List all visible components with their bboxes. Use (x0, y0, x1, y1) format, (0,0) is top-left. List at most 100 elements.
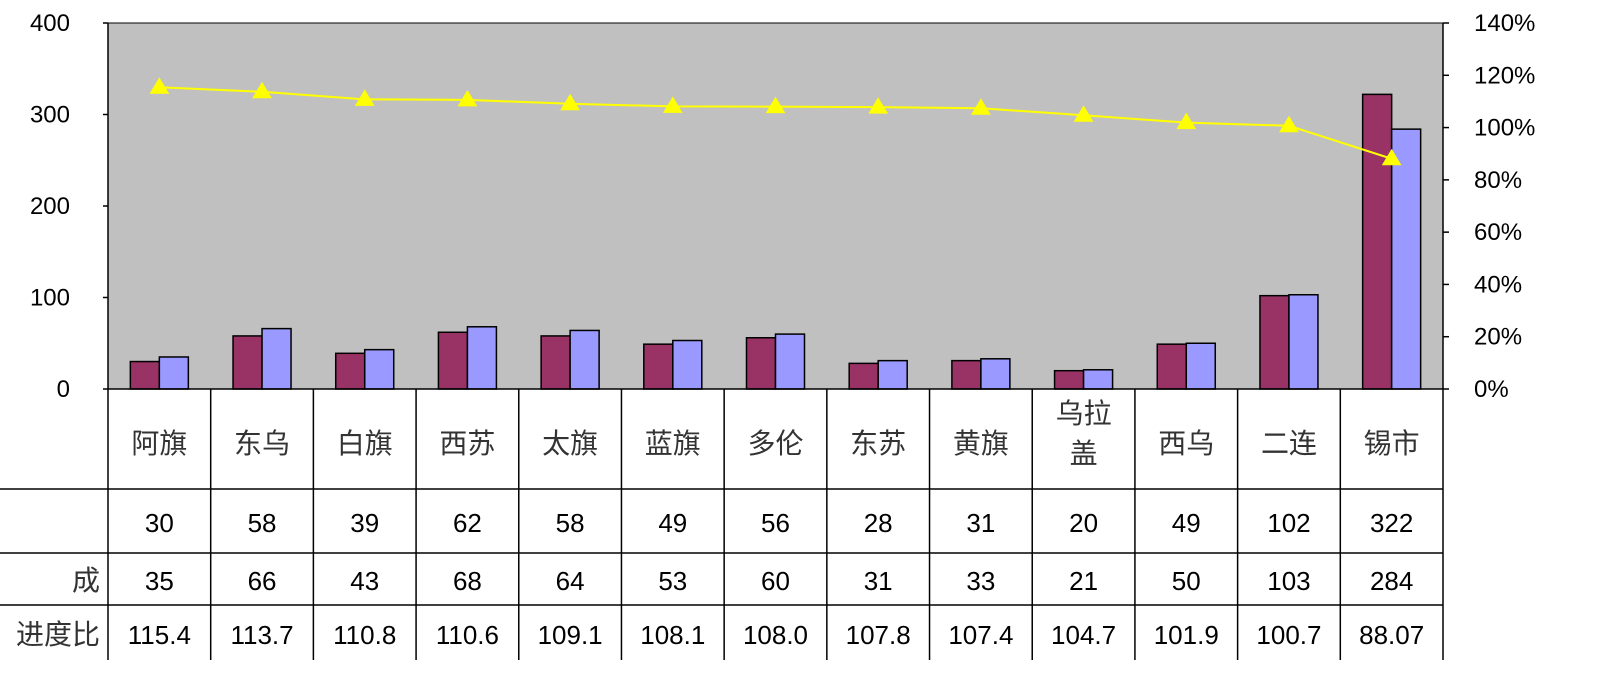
left-tick-label: 0 (57, 376, 70, 403)
bar-series1-2 (232, 335, 263, 390)
right-tick-label: 0% (1474, 376, 1509, 403)
table-cell: 88.07 (1359, 620, 1424, 650)
category-label: 西乌 (1158, 427, 1214, 460)
table-cell: 109.1 (538, 620, 603, 650)
category-label-line: 盖 (1070, 437, 1098, 470)
table-cell: 108.1 (640, 620, 705, 650)
bar-series2-6 (672, 339, 703, 390)
table-cell: 53 (658, 566, 687, 596)
right-tick-label: 100% (1474, 115, 1535, 142)
table-cell: 322 (1370, 508, 1413, 538)
data-table-group: 阿旗 东乌 白旗 西苏 太旗 蓝旗 多伦 东苏 黄旗 乌拉盖 西乌 二连 锡市 30 58 39 62 58 49 5… (0, 388, 1444, 660)
progress-marker-2 (252, 81, 272, 99)
table-cell: 101.9 (1154, 620, 1219, 650)
bar-series1-12 (1259, 294, 1290, 390)
bar-series2-7 (774, 333, 806, 390)
table-cell: 58 (248, 508, 277, 538)
bar-series2-9 (980, 358, 1011, 390)
progress-line-group (149, 77, 1402, 166)
table-cell: 43 (350, 566, 379, 596)
category-label: 锡市 (1364, 427, 1420, 460)
bar-series1-1 (129, 360, 161, 390)
progress-marker-3 (354, 89, 375, 106)
table-cell: 107.4 (948, 620, 1013, 650)
progress-marker-10 (1073, 105, 1094, 122)
row-label: 成 (72, 564, 100, 597)
table-cell: 39 (350, 508, 379, 538)
bar-series1-11 (1156, 343, 1188, 390)
table-cell: 49 (1172, 508, 1201, 538)
progress-marker-13 (1381, 148, 1402, 166)
table-cell: 56 (761, 508, 790, 538)
table-cell: 108.0 (743, 620, 808, 650)
bar-series1-13 (1361, 93, 1393, 390)
table-cell: 60 (761, 566, 790, 596)
left-tick-label: 300 (30, 102, 70, 129)
table-cell: 68 (453, 566, 482, 596)
table-cell: 21 (1069, 566, 1098, 596)
bar-series1-8 (848, 362, 879, 390)
axes-group: 0 100 200 300 400 0% 20% 40% 60% 80% 100% 120% 140% (30, 10, 1535, 403)
left-tick-label: 100 (30, 285, 70, 312)
category-label: 多伦 (747, 427, 803, 460)
progress-marker-5 (560, 93, 580, 111)
left-tick-label: 400 (30, 10, 70, 37)
table-cell: 115.4 (128, 620, 191, 650)
bars-group (129, 93, 1422, 390)
table-cell: 58 (556, 508, 585, 538)
bar-series1-3 (334, 352, 366, 390)
table-cell: 102 (1267, 508, 1310, 538)
bar-series1-4 (437, 331, 469, 390)
right-tick-label: 80% (1474, 167, 1522, 194)
bar-series1-10 (1053, 369, 1085, 390)
bar-series2-2 (261, 327, 292, 390)
table-cell: 33 (966, 566, 995, 596)
table-cell: 62 (453, 508, 482, 538)
category-label: 黄旗 (953, 427, 1009, 460)
table-cell: 110.6 (436, 620, 499, 650)
table-cell: 20 (1069, 508, 1098, 538)
progress-marker-11 (1176, 112, 1197, 130)
bar-series1-6 (643, 343, 674, 390)
category-label-line: 乌拉 (1056, 397, 1112, 430)
table-cell: 100.7 (1256, 620, 1321, 650)
progress-marker-4 (457, 89, 478, 107)
table-cell: 50 (1172, 566, 1201, 596)
progress-marker-7 (765, 96, 786, 114)
table-cell: 284 (1370, 566, 1413, 596)
progress-marker-6 (662, 96, 683, 113)
bar-series2-13 (1390, 128, 1422, 390)
category-label: 太旗 (542, 427, 598, 460)
table-cell: 107.8 (846, 620, 911, 650)
category-label: 西苏 (439, 427, 495, 460)
table-cell: 31 (966, 508, 995, 538)
progress-marker-12 (1279, 115, 1299, 133)
bar-series2-10 (1082, 369, 1114, 390)
right-tick-label: 20% (1474, 324, 1522, 351)
table-cell: 110.8 (333, 620, 396, 650)
progress-marker-9 (971, 98, 991, 115)
progress-marker-8 (868, 97, 889, 114)
row-label: 进度比 (16, 618, 100, 651)
category-label: 东乌 (234, 427, 290, 460)
category-label: 二连 (1261, 427, 1317, 460)
bar-series2-8 (877, 359, 908, 390)
bar-series2-3 (363, 348, 395, 390)
left-tick-label: 200 (30, 193, 70, 220)
table-cell: 66 (248, 566, 277, 596)
table-cell: 35 (145, 566, 174, 596)
bar-series1-5 (540, 335, 571, 390)
table-cell: 30 (145, 508, 174, 538)
category-label: 阿旗 (131, 427, 187, 460)
table-cell: 31 (864, 566, 893, 596)
bar-series2-1 (158, 356, 190, 390)
table-cell: 103 (1267, 566, 1310, 596)
right-tick-label: 60% (1474, 219, 1522, 246)
bar-series2-12 (1288, 294, 1319, 390)
bar-series2-5 (569, 329, 600, 390)
right-tick-label: 40% (1474, 271, 1522, 298)
bar-series1-9 (951, 359, 982, 390)
table-cell: 113.7 (230, 620, 293, 650)
category-label: 白旗 (337, 427, 393, 460)
